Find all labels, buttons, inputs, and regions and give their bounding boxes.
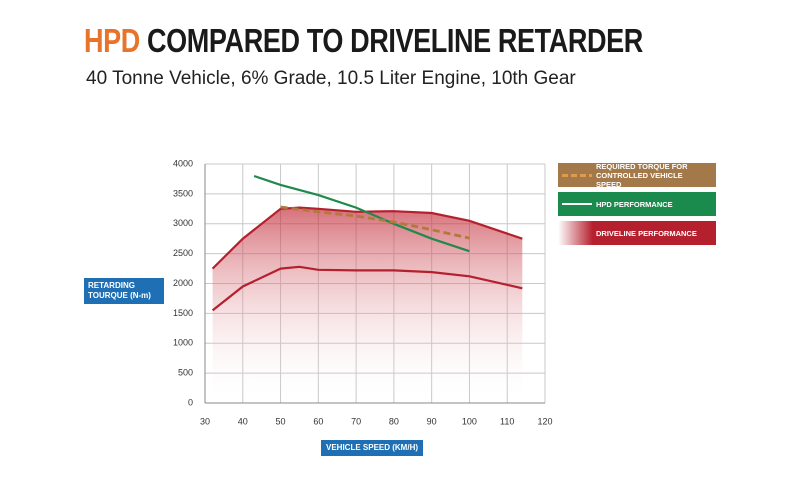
legend-item: DRIVELINE PERFORMANCE [558, 221, 716, 245]
title-highlight: HPD [84, 22, 140, 59]
y-tick-label: 0 [188, 397, 193, 407]
legend-label: HPD PERFORMANCE [596, 199, 673, 209]
legend-item: REQUIRED TORQUE FOR CONTROLLED VEHICLE S… [558, 161, 716, 189]
legend-item: HPD PERFORMANCE [558, 192, 716, 216]
x-axis-label: VEHICLE SPEED (KM/H) [321, 440, 424, 456]
y-tick-label: 3500 [173, 188, 193, 198]
legend-swatch [562, 232, 592, 234]
x-tick-label: 120 [537, 416, 552, 426]
x-tick-label: 50 [276, 416, 286, 426]
driveline-upper [211, 206, 523, 270]
subtitle: 40 Tonne Vehicle, 6% Grade, 10.5 Liter E… [86, 68, 576, 89]
y-tick-label: 4000 [173, 158, 193, 168]
x-tick-label: 40 [238, 416, 248, 426]
y-tick-label: 2500 [173, 248, 193, 258]
y-tick-label: 1500 [173, 308, 193, 318]
legend-label: DRIVELINE PERFORMANCE [596, 228, 697, 238]
title: HPD COMPARED TO DRIVELINE RETARDER [84, 22, 643, 60]
x-tick-label: 90 [427, 416, 437, 426]
x-tick-label: 110 [500, 416, 514, 426]
x-tick-label: 80 [389, 416, 399, 426]
legend-label: REQUIRED TORQUE FOR CONTROLLED VEHICLE S… [596, 161, 688, 189]
legend-swatch [562, 173, 592, 177]
x-tick-label: 70 [351, 416, 361, 426]
series-line [253, 174, 470, 253]
series-line [280, 205, 470, 240]
y-tick-label: 500 [178, 368, 193, 378]
legend-swatch [562, 203, 592, 205]
driveline-area [212, 207, 523, 403]
x-tick-label: 100 [462, 416, 477, 426]
y-tick-label: 3000 [173, 218, 193, 228]
x-tick-label: 60 [313, 416, 323, 426]
y-axis-label: RETARDING TOURQUE (N-m) [84, 278, 164, 304]
title-text: COMPARED TO DRIVELINE RETARDER [147, 22, 643, 59]
x-tick-label: 30 [200, 416, 210, 426]
y-tick-label: 2000 [173, 278, 193, 288]
y-tick-label: 1000 [173, 338, 193, 348]
driveline-lower [211, 265, 523, 312]
